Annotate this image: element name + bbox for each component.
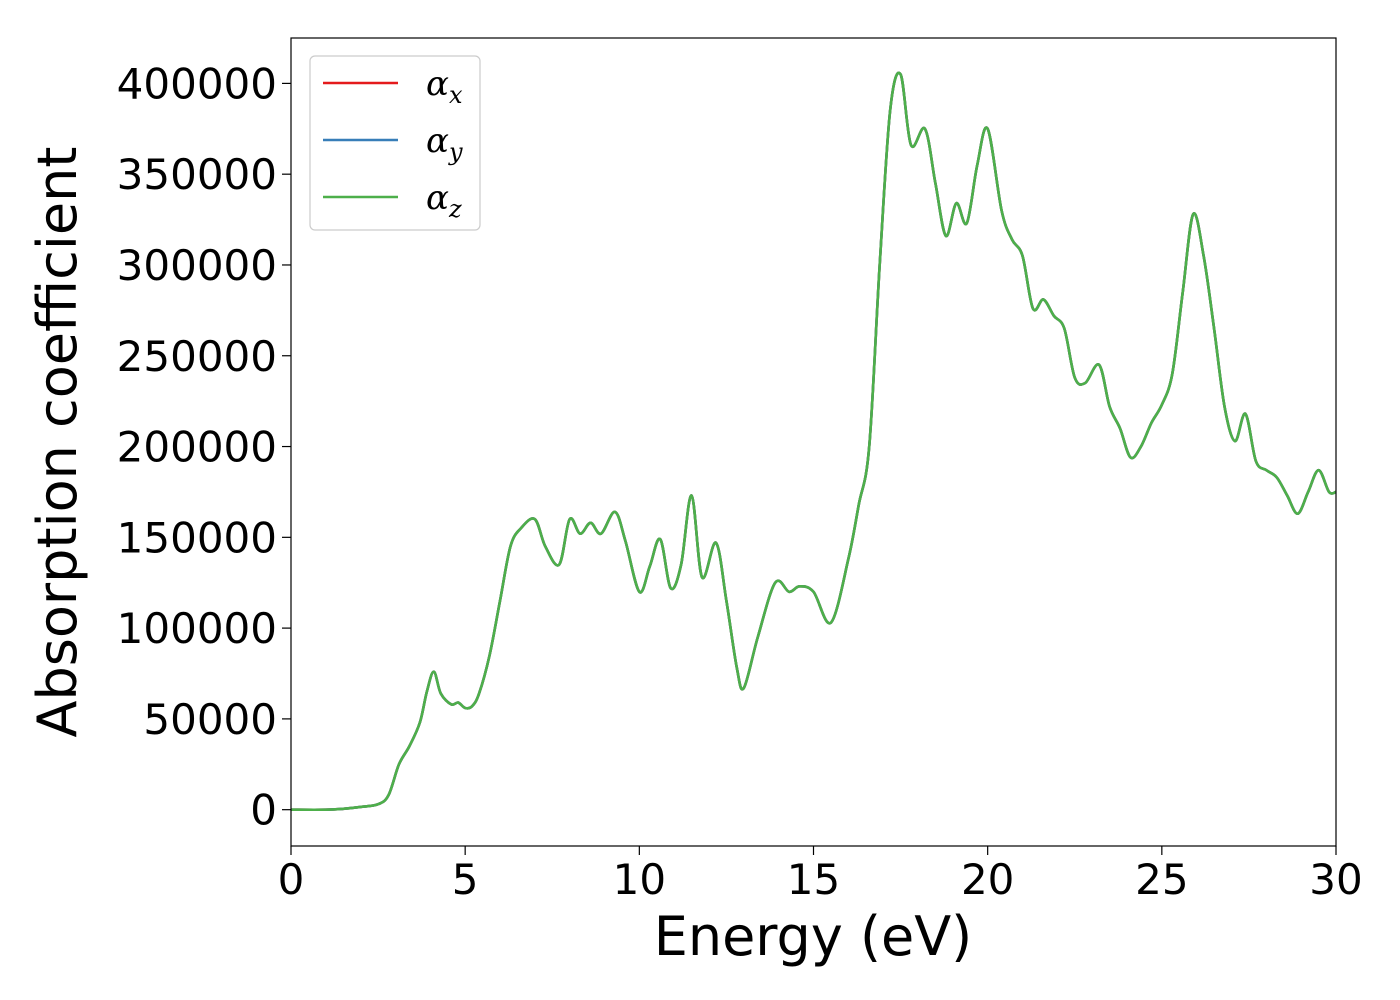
x-tick-label: 15 bbox=[787, 855, 840, 904]
x-axis-label: Energy (eV) bbox=[654, 905, 973, 968]
legend-label-y: αy bbox=[426, 121, 463, 166]
series-layer bbox=[291, 71, 1336, 812]
y-tick-label: 250000 bbox=[117, 332, 277, 381]
legend-symbol: α bbox=[426, 178, 449, 218]
x-tick-label: 25 bbox=[1135, 855, 1188, 904]
legend-label-x: αx bbox=[426, 64, 463, 109]
series-line-z bbox=[291, 71, 1336, 812]
legend-subscript: y bbox=[448, 138, 463, 166]
y-tick-label: 200000 bbox=[117, 423, 277, 472]
x-tick-label: 20 bbox=[961, 855, 1014, 904]
y-tick-label: 50000 bbox=[143, 695, 277, 744]
y-tick-label: 300000 bbox=[117, 241, 277, 290]
y-axis: 0 50000 100000 150000 200000 250000 300000 3500… bbox=[117, 59, 291, 835]
legend-subscript: z bbox=[448, 195, 462, 223]
legend-symbol: α bbox=[426, 64, 449, 104]
legend-symbol: α bbox=[426, 121, 449, 161]
legend-subscript: x bbox=[449, 81, 463, 109]
y-axis-label: Absorption coefficient bbox=[26, 147, 89, 738]
y-tick-label: 150000 bbox=[117, 513, 277, 562]
legend-label-z: αz bbox=[426, 178, 462, 223]
y-tick-label: 100000 bbox=[117, 604, 277, 653]
y-tick-label: 350000 bbox=[117, 150, 277, 199]
y-tick-label: 400000 bbox=[117, 59, 277, 108]
x-tick-label: 0 bbox=[278, 855, 305, 904]
x-tick-label: 5 bbox=[452, 855, 479, 904]
x-axis: 0 5 10 15 20 25 30 bbox=[278, 846, 1363, 904]
x-tick-label: 10 bbox=[613, 855, 666, 904]
y-tick-label: 0 bbox=[250, 786, 277, 835]
x-tick-label: 30 bbox=[1309, 855, 1362, 904]
legend-box bbox=[309, 55, 481, 231]
